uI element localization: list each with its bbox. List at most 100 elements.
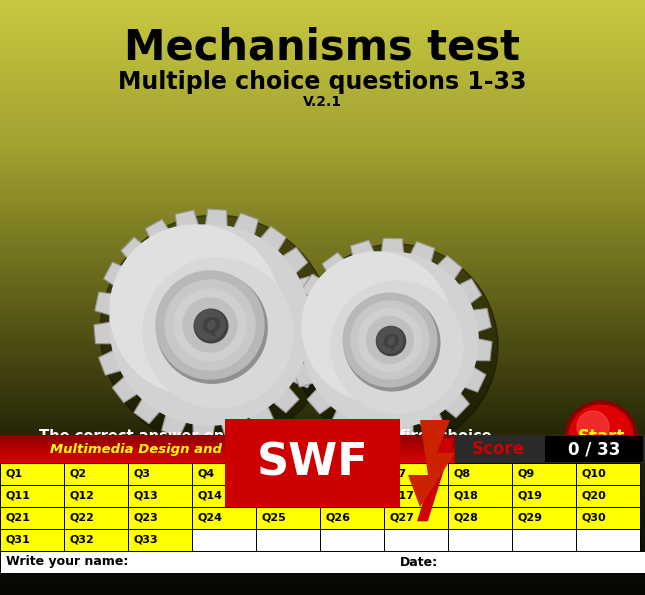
Text: Q12: Q12	[70, 491, 95, 501]
Polygon shape	[288, 238, 492, 442]
Bar	[0, 551, 645, 573]
Circle shape	[343, 293, 437, 387]
Bar	[256, 485, 320, 507]
Text: 0 / 33: 0 / 33	[568, 440, 620, 458]
Bar	[448, 463, 512, 485]
Circle shape	[344, 295, 440, 391]
Bar	[320, 529, 384, 551]
Text: Q15: Q15	[262, 491, 287, 501]
Text: Q6: Q6	[326, 469, 343, 479]
Bar	[512, 507, 576, 529]
Bar	[0, 529, 64, 551]
Text: Q11: Q11	[6, 491, 31, 501]
Circle shape	[195, 310, 225, 340]
Circle shape	[183, 298, 237, 352]
Bar	[512, 485, 576, 507]
Text: ∕: ∕	[417, 437, 453, 534]
Circle shape	[110, 225, 310, 425]
Bar	[576, 463, 640, 485]
Bar	[128, 463, 192, 485]
Text: V.2.1: V.2.1	[303, 95, 341, 109]
Circle shape	[577, 411, 609, 443]
Text: Q31: Q31	[6, 535, 31, 545]
Circle shape	[165, 280, 255, 370]
Bar	[64, 507, 128, 529]
Text: Q7: Q7	[390, 469, 407, 479]
Text: Multimedia Design and Technology Education: Multimedia Design and Technology Educati…	[50, 443, 390, 456]
Bar	[64, 485, 128, 507]
Text: Q1: Q1	[6, 469, 23, 479]
Bar	[512, 463, 576, 485]
Text: Q20: Q20	[582, 491, 607, 501]
Circle shape	[194, 309, 228, 343]
Circle shape	[100, 215, 332, 447]
Circle shape	[302, 252, 452, 402]
Polygon shape	[408, 420, 455, 507]
Circle shape	[110, 225, 280, 395]
Text: Date:: Date:	[400, 556, 438, 568]
Circle shape	[331, 281, 463, 413]
Bar	[64, 463, 128, 485]
Bar	[0, 507, 64, 529]
Text: Q25: Q25	[262, 513, 287, 523]
Bar	[576, 529, 640, 551]
Circle shape	[569, 405, 633, 469]
Bar	[128, 507, 192, 529]
Text: SWF: SWF	[257, 441, 368, 484]
Text: Mechanisms test: Mechanisms test	[124, 26, 520, 68]
Bar	[128, 485, 192, 507]
Circle shape	[359, 309, 421, 371]
Circle shape	[143, 258, 293, 408]
Text: Q8: Q8	[454, 469, 471, 479]
Text: Write your name:: Write your name:	[6, 556, 128, 568]
Circle shape	[294, 244, 498, 448]
Text: Multiple choice questions 1-33: Multiple choice questions 1-33	[118, 70, 526, 94]
Bar	[384, 529, 448, 551]
Bar	[448, 485, 512, 507]
Text: Start: Start	[577, 428, 625, 446]
Text: Q28: Q28	[454, 513, 479, 523]
Bar	[448, 529, 512, 551]
Bar	[576, 485, 640, 507]
Text: Q24: Q24	[198, 513, 223, 523]
Bar	[256, 507, 320, 529]
Text: Q32: Q32	[70, 535, 95, 545]
Bar	[192, 485, 256, 507]
Text: Q26: Q26	[326, 513, 351, 523]
Text: Q21: Q21	[6, 513, 31, 523]
Polygon shape	[94, 209, 326, 441]
Bar	[0, 485, 64, 507]
Bar	[384, 485, 448, 507]
Bar	[448, 507, 512, 529]
Text: Q4: Q4	[198, 469, 215, 479]
Text: Q9: Q9	[518, 469, 535, 479]
Bar	[192, 507, 256, 529]
Circle shape	[377, 327, 403, 353]
Text: Q5: Q5	[262, 469, 279, 479]
Text: Q16: Q16	[326, 491, 351, 501]
Circle shape	[366, 317, 413, 364]
Text: Q19: Q19	[518, 491, 543, 501]
Text: Q27: Q27	[390, 513, 415, 523]
Bar	[320, 463, 384, 485]
Text: Q2: Q2	[70, 469, 87, 479]
Text: Q3: Q3	[134, 469, 151, 479]
Text: Q: Q	[201, 317, 221, 337]
Bar	[384, 507, 448, 529]
Circle shape	[302, 252, 478, 428]
Bar	[320, 485, 384, 507]
Bar	[192, 529, 256, 551]
Text: Q29: Q29	[518, 513, 543, 523]
Bar	[545, 436, 643, 462]
Bar	[225, 419, 400, 507]
Bar	[512, 529, 576, 551]
Bar	[320, 507, 384, 529]
Text: Q10: Q10	[582, 469, 607, 479]
Bar	[576, 507, 640, 529]
Text: Q23: Q23	[134, 513, 159, 523]
Text: Q22: Q22	[70, 513, 95, 523]
Bar	[64, 529, 128, 551]
Text: Q30: Q30	[582, 513, 607, 523]
Bar	[256, 463, 320, 485]
Circle shape	[156, 271, 264, 379]
